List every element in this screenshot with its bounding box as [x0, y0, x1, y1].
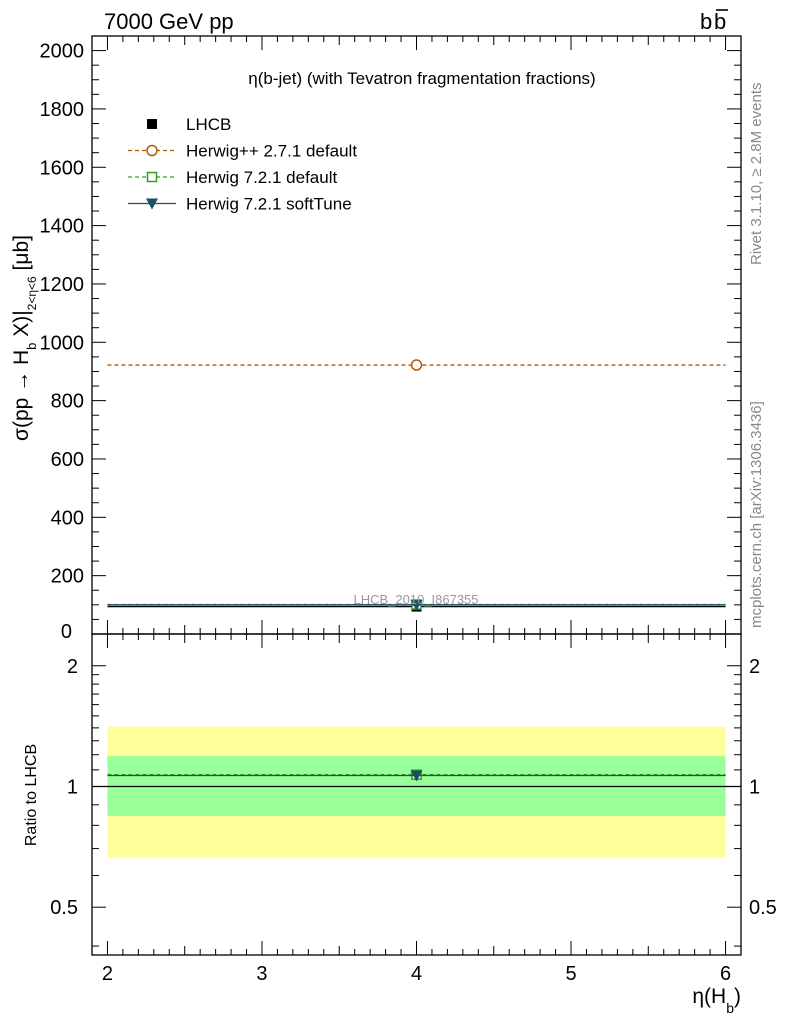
- process-b: b: [700, 9, 712, 34]
- x-tick-label: 5: [565, 963, 576, 985]
- main-series: [107, 359, 726, 612]
- legend-marker: [146, 144, 158, 157]
- series-herwig-2-7-1-default: [107, 359, 726, 371]
- legend-label: Herwig 7.2.1 softTune: [186, 195, 352, 214]
- main-y-tick-label: 800: [51, 391, 84, 413]
- header-energy-label: 7000 GeV pp: [104, 9, 234, 34]
- chart-title: η(b-jet) (with Tevatron fragmentation fr…: [248, 69, 595, 88]
- ratio-y-tick-label-right: 0.5: [749, 897, 777, 919]
- ratio-series-herwig-7-2-1-softtune: [107, 770, 726, 782]
- main-y-tick-label: 1800: [40, 99, 85, 121]
- ratio-y-tick-label-right: 2: [749, 656, 760, 678]
- x-tick-label: 3: [256, 963, 267, 985]
- x-tick-label: 4: [411, 963, 422, 985]
- main-y-tick-label: 1000: [40, 332, 85, 354]
- ratio-uncertainty-bands: [107, 726, 726, 858]
- ratio-y-tick-label-right: 1: [749, 776, 760, 798]
- ratio-y-axis-label: Ratio to LHCB: [23, 744, 40, 846]
- ratio-y-tick-label-left: 2: [67, 656, 78, 678]
- data-point: [410, 359, 423, 371]
- main-y-tick-label: 600: [51, 449, 84, 471]
- legend-label: Herwig++ 2.7.1 default: [186, 142, 357, 161]
- ratio-y-tick-labels: 0.5 0.5 1 1 2 2: [50, 656, 777, 919]
- analysis-label: LHCB_2010_I867355: [353, 592, 478, 607]
- process-bbar: b: [714, 9, 726, 34]
- ratio-panel: 0.5 0.5 1 1 2 2 2 3 4 5 6 Ratio to LHCB η(Hb): [23, 633, 777, 1016]
- legend-marker: [146, 198, 158, 210]
- main-y-tick-label: 2000: [40, 41, 85, 63]
- main-panel: 200 400 600 800 1000 1200 1400 1600 1800 2000 0 η(…: [10, 35, 742, 643]
- legend-entry: Herwig++ 2.7.1 default: [128, 142, 357, 161]
- legend-entry: Herwig 7.2.1 softTune: [128, 195, 352, 214]
- main-y-tick-label: 1400: [40, 216, 85, 238]
- x-tick-labels: 2 3 4 5 6: [102, 963, 731, 985]
- legend-label: LHCB: [186, 115, 231, 134]
- rivet-version-label: Rivet 3.1.10, ≥ 2.8M events: [748, 83, 765, 266]
- x-tick-label: 6: [720, 963, 731, 985]
- main-y-tick-label: 1200: [40, 274, 85, 296]
- main-y-axis-label: σ(pp → Hb X)|2<η<6 [μb]: [10, 235, 39, 441]
- series-herwig-7-2-1-softtune: [107, 599, 726, 611]
- main-axis-ticks: [92, 35, 741, 634]
- mcplots-label: mcplots.cern.ch [arXiv:1306.3436]: [748, 401, 765, 628]
- ratio-axis-ticks: [92, 634, 741, 955]
- main-y-tick-labels: 200 400 600 800 1000 1200 1400 1600 1800 2000 0: [40, 41, 85, 643]
- legend-entry: Herwig 7.2.1 default: [128, 168, 337, 187]
- main-y-tick-label: 1600: [40, 157, 85, 179]
- x-axis-label: η(Hb): [692, 985, 741, 1016]
- legend-label: Herwig 7.2.1 default: [186, 168, 337, 187]
- data-point: [410, 599, 423, 611]
- main-y-tick-label-zero: 0: [61, 621, 72, 643]
- ratio-y-tick-label-left: 0.5: [50, 897, 78, 919]
- ratio-series: [107, 769, 726, 782]
- ratio-y-tick-label-left: 1: [67, 776, 78, 798]
- legend-marker: [147, 119, 157, 129]
- main-y-tick-label: 200: [51, 566, 84, 588]
- main-y-tick-label: 400: [51, 507, 84, 529]
- legend: LHCB Herwig++ 2.7.1 default Herwig 7.2.1 d…: [128, 115, 357, 214]
- header-process-label: b b: [700, 9, 728, 34]
- x-tick-label: 2: [102, 963, 113, 985]
- legend-entry: LHCB: [147, 115, 231, 134]
- legend-marker: [146, 171, 158, 183]
- ratio-point: [410, 770, 423, 782]
